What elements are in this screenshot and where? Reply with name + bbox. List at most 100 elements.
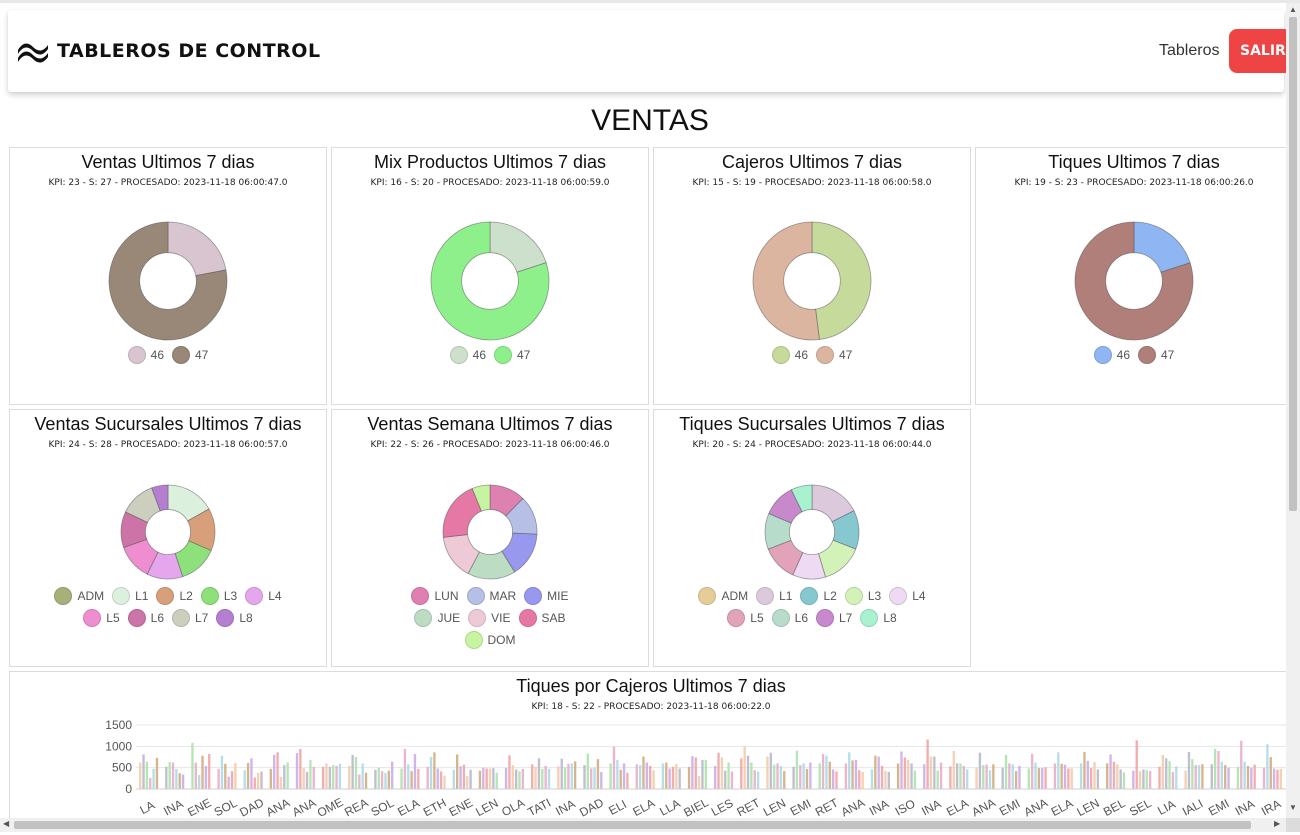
bar[interactable] xyxy=(887,771,890,789)
bar[interactable] xyxy=(730,771,734,789)
legend-item-47[interactable]: 47 xyxy=(172,346,208,364)
bar[interactable] xyxy=(1262,767,1266,789)
bar[interactable] xyxy=(907,759,910,789)
legend-item-jue[interactable]: JUE xyxy=(414,609,460,627)
bar[interactable] xyxy=(541,768,544,789)
slice-47[interactable] xyxy=(108,221,228,341)
bar[interactable] xyxy=(1224,765,1227,789)
bar[interactable] xyxy=(504,768,508,789)
bar[interactable] xyxy=(1246,765,1250,789)
legend-item-l1[interactable]: L1 xyxy=(756,587,792,605)
bar[interactable] xyxy=(208,754,211,789)
bar[interactable] xyxy=(596,759,600,789)
bar[interactable] xyxy=(1106,763,1109,789)
bar[interactable] xyxy=(1165,758,1168,789)
bar[interactable] xyxy=(1253,764,1256,789)
bar[interactable] xyxy=(691,756,694,789)
bar[interactable] xyxy=(224,763,227,789)
bar[interactable] xyxy=(874,755,877,789)
bar[interactable] xyxy=(178,773,181,789)
legend-item-l6[interactable]: L6 xyxy=(771,609,808,627)
bar[interactable] xyxy=(848,752,851,789)
logout-button[interactable]: SALIR xyxy=(1229,29,1289,73)
legend-item-l4[interactable]: L4 xyxy=(889,587,926,605)
bar[interactable] xyxy=(299,748,302,789)
bar[interactable] xyxy=(955,763,959,789)
legend-item-mie[interactable]: MIE xyxy=(524,587,569,605)
bar[interactable] xyxy=(407,764,410,789)
bar[interactable] xyxy=(181,774,185,789)
bar[interactable] xyxy=(391,761,394,789)
bar[interactable] xyxy=(799,765,802,789)
bar[interactable] xyxy=(776,763,779,789)
bar[interactable] xyxy=(985,764,988,789)
bar[interactable] xyxy=(1132,770,1135,789)
legend-item-l1[interactable]: L1 xyxy=(112,587,148,605)
bar[interactable] xyxy=(269,768,273,789)
bar[interactable] xyxy=(256,772,260,789)
bar[interactable] xyxy=(338,763,342,789)
bar[interactable] xyxy=(547,768,551,789)
bar[interactable] xyxy=(403,748,407,789)
bar[interactable] xyxy=(1243,761,1246,789)
bar[interactable] xyxy=(488,768,492,789)
bar[interactable] xyxy=(714,765,717,789)
bar[interactable] xyxy=(616,759,619,789)
bar[interactable] xyxy=(384,772,387,789)
nav-link-tableros[interactable]: Tableros xyxy=(1159,42,1220,59)
bar[interactable] xyxy=(1030,754,1034,789)
bar[interactable] xyxy=(312,766,315,789)
bar[interactable] xyxy=(1161,754,1165,789)
bar[interactable] xyxy=(727,762,730,789)
bar[interactable] xyxy=(361,763,364,789)
bar[interactable] xyxy=(142,754,145,789)
legend-item-l2[interactable]: L2 xyxy=(156,587,193,605)
slice-47[interactable] xyxy=(752,221,820,341)
bar[interactable] xyxy=(1070,768,1073,789)
slice-47[interactable] xyxy=(430,221,550,341)
bar[interactable] xyxy=(1266,744,1269,789)
bar[interactable] xyxy=(769,752,772,789)
bar[interactable] xyxy=(557,766,560,789)
legend-item-vie[interactable]: VIE xyxy=(468,609,511,627)
bar[interactable] xyxy=(567,763,570,789)
bar[interactable] xyxy=(1168,761,1171,789)
bar[interactable] xyxy=(1004,754,1008,789)
bar[interactable] xyxy=(753,770,756,789)
bar[interactable] xyxy=(1142,769,1145,789)
bar[interactable] xyxy=(740,758,743,789)
bar[interactable] xyxy=(743,746,746,789)
bar[interactable] xyxy=(436,768,439,789)
bar[interactable] xyxy=(354,757,358,789)
bar[interactable] xyxy=(975,767,978,789)
bar[interactable] xyxy=(783,771,786,789)
bar[interactable] xyxy=(949,766,952,789)
bar[interactable] xyxy=(253,777,256,789)
bar[interactable] xyxy=(756,771,760,789)
bar[interactable] xyxy=(1119,769,1122,789)
bar[interactable] xyxy=(573,761,577,789)
bar[interactable] xyxy=(273,754,276,789)
bar[interactable] xyxy=(701,759,704,789)
bar[interactable] xyxy=(795,750,799,789)
bar[interactable] xyxy=(661,763,665,789)
bar[interactable] xyxy=(939,762,943,789)
bar[interactable] xyxy=(1276,769,1279,789)
bar[interactable] xyxy=(482,767,485,789)
bar[interactable] xyxy=(821,754,825,789)
bar[interactable] xyxy=(309,759,312,789)
bar[interactable] xyxy=(279,777,283,789)
slice-l8[interactable] xyxy=(790,484,813,513)
horizontal-scrollbar[interactable]: ◀ ▶ xyxy=(0,818,1286,832)
bar[interactable] xyxy=(260,771,263,789)
bar[interactable] xyxy=(348,765,351,789)
bar[interactable] xyxy=(1063,764,1067,789)
bar[interactable] xyxy=(1008,763,1011,789)
bar[interactable] xyxy=(635,764,638,789)
bar[interactable] xyxy=(687,766,691,789)
bar[interactable] xyxy=(1001,767,1004,789)
legend-item-l7[interactable]: L7 xyxy=(816,609,852,627)
bar[interactable] xyxy=(139,762,142,789)
bar[interactable] xyxy=(880,765,884,789)
bar[interactable] xyxy=(452,769,455,789)
